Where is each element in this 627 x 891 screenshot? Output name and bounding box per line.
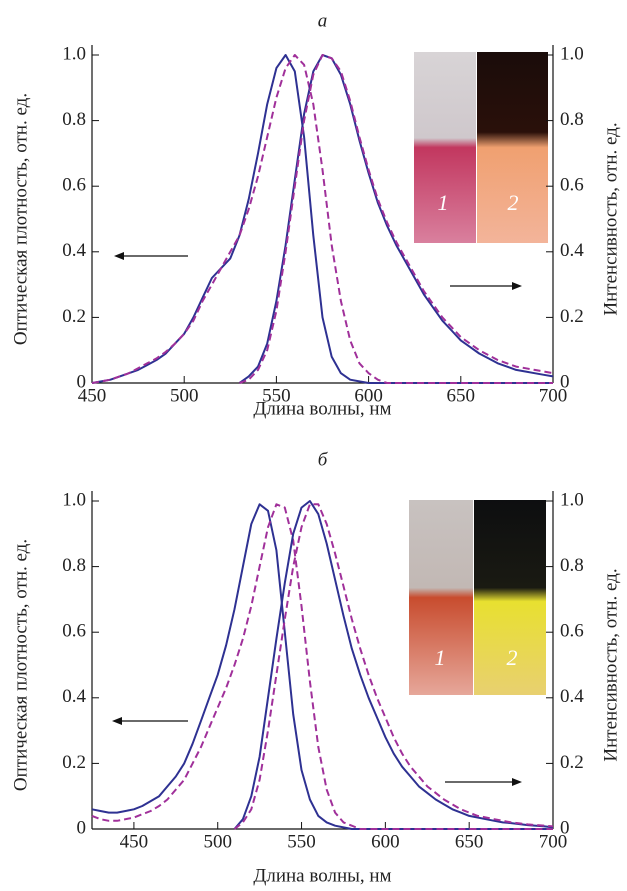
x-tick-label: 450	[120, 831, 149, 852]
y2-tick-label: 1.0	[560, 43, 584, 64]
x-tick-label: 700	[539, 831, 568, 852]
x-axis-label: Длина волны, нм	[253, 398, 391, 419]
x-tick-label: 450	[78, 385, 107, 406]
panel-title: а	[318, 10, 328, 31]
spectrum-line	[238, 54, 554, 384]
x-tick-label: 600	[354, 385, 383, 406]
y2-axis-label: Интенсивность, отн. ед.	[600, 568, 621, 761]
y-tick-label: 0.2	[62, 752, 86, 773]
y2-tick-label: 1.0	[560, 489, 584, 510]
y-tick-label: 1.0	[62, 489, 86, 510]
y-tick-label: 1.0	[62, 43, 86, 64]
y2-tick-label: 0	[560, 371, 570, 392]
x-tick-label: 650	[455, 831, 484, 852]
y2-tick-label: 0.2	[560, 306, 584, 327]
x-tick-label: 700	[539, 385, 568, 406]
spectrum-line	[233, 503, 554, 830]
y-tick-label: 0.6	[62, 175, 86, 196]
y2-tick-label: 0.6	[560, 621, 584, 642]
inset-photo	[414, 52, 548, 243]
y-tick-label: 0	[77, 371, 87, 392]
x-tick-label: 600	[371, 831, 400, 852]
y-axis-label: Оптическая плотность, отн. ед.	[10, 93, 31, 345]
spectrum-line	[91, 503, 553, 830]
y-axis-label: Оптическая плотность, отн. ед.	[10, 539, 31, 791]
inset-label: 1	[438, 190, 449, 215]
x-axis-label: Длина волны, нм	[253, 865, 391, 886]
y-tick-label: 0.4	[62, 686, 86, 707]
y-tick-label: 0.6	[62, 621, 86, 642]
x-tick-label: 650	[447, 385, 476, 406]
y-tick-label: 0	[77, 817, 87, 838]
spectrum-line	[233, 500, 554, 830]
spectrum-line	[239, 54, 554, 384]
inset-label: 1	[435, 645, 446, 670]
y2-tick-label: 0.4	[560, 240, 584, 261]
x-tick-label: 550	[262, 385, 291, 406]
y2-tick-label: 0.8	[560, 555, 584, 576]
inset-photo	[409, 500, 546, 695]
y-tick-label: 0.8	[62, 109, 86, 130]
y-tick-label: 0.2	[62, 306, 86, 327]
y2-tick-label: 0	[560, 817, 570, 838]
arrows	[112, 252, 522, 786]
x-tick-label: 550	[287, 831, 316, 852]
y2-tick-label: 0.6	[560, 175, 584, 196]
x-tick-label: 500	[170, 385, 199, 406]
inset-label: 2	[507, 645, 518, 670]
panel-title: б	[318, 449, 329, 470]
y2-axis-label: Интенсивность, отн. ед.	[600, 122, 621, 315]
spectrum-line	[91, 54, 553, 384]
y-tick-label: 0.4	[62, 240, 86, 261]
y2-tick-label: 0.4	[560, 686, 584, 707]
y2-tick-label: 0.2	[560, 752, 584, 773]
y-tick-label: 0.8	[62, 555, 86, 576]
y2-tick-label: 0.8	[560, 109, 584, 130]
x-tick-label: 500	[203, 831, 232, 852]
inset-label: 2	[508, 190, 519, 215]
